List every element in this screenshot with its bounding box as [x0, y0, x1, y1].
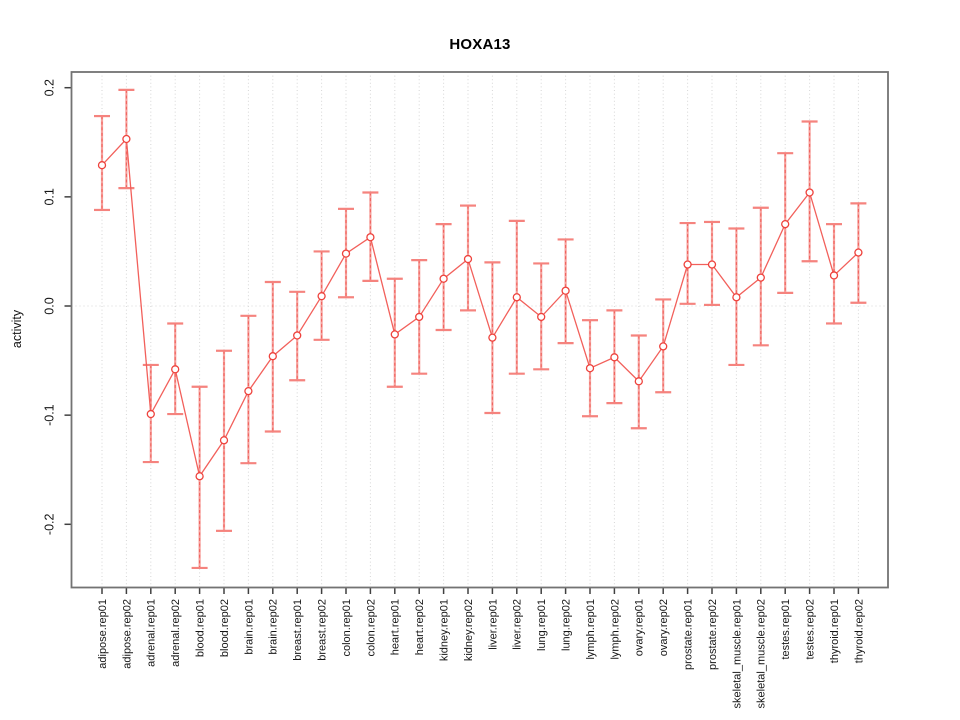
data-point — [659, 342, 668, 351]
data-point — [707, 260, 717, 269]
data-point — [585, 364, 595, 373]
x-tick-label: liver.rep02 — [512, 599, 524, 650]
data-point — [195, 472, 204, 481]
data-point — [366, 233, 375, 242]
data-point — [122, 134, 131, 144]
data-point — [341, 249, 351, 258]
x-tick-label: thyroid.rep02 — [853, 599, 865, 663]
data-point — [390, 330, 399, 339]
data-points — [97, 134, 863, 481]
x-tick-label: adipose.rep02 — [121, 599, 133, 669]
x-tick-label: colon.rep01 — [341, 599, 353, 657]
data-point — [293, 331, 302, 340]
y-tick-label: 0.2 — [42, 79, 56, 96]
x-tick-label: blood.rep01 — [194, 599, 206, 657]
data-point — [171, 365, 180, 374]
x-axis: adipose.rep01 adipose.rep02 adrenal.rep01 a… — [97, 587, 865, 708]
x-tick-label: breast.rep02 — [316, 599, 328, 661]
chart-title: HOXA13 — [449, 36, 511, 53]
data-point — [415, 312, 424, 322]
x-tick-label: blood.rep02 — [219, 599, 231, 657]
x-tick-label: brain.rep01 — [243, 599, 255, 655]
x-tick-label: skeletal_muscle.rep02 — [756, 599, 768, 708]
data-point — [463, 254, 473, 264]
data-point — [317, 292, 326, 301]
x-tick-label: kidney.rep02 — [463, 599, 475, 661]
x-tick-label: adrenal.rep02 — [170, 599, 182, 667]
x-tick-label: lung.rep02 — [560, 599, 572, 651]
x-tick-label: ovary.rep02 — [658, 599, 670, 656]
x-tick-label: adrenal.rep01 — [146, 599, 158, 667]
x-tick-label: breast.rep01 — [292, 599, 304, 661]
data-point — [781, 219, 790, 229]
error-bars — [94, 88, 867, 570]
y-tick-label: 0.1 — [42, 188, 56, 205]
data-point — [756, 273, 765, 282]
data-point — [805, 188, 814, 197]
data-point — [732, 293, 741, 302]
y-tick-label: 0.0 — [42, 297, 56, 314]
data-point — [219, 436, 229, 445]
series-line — [101, 137, 859, 478]
x-tick-label: testes.rep02 — [804, 599, 816, 660]
x-tick-label: skeletal_muscle.rep01 — [731, 599, 743, 708]
x-tick-label: prostate.rep01 — [682, 599, 694, 670]
x-tick-label: lymph.rep01 — [585, 599, 597, 660]
plot-border — [70, 71, 889, 589]
data-point — [97, 161, 107, 170]
x-tick-label: ovary.rep01 — [634, 599, 646, 656]
x-tick-label: heart.rep01 — [390, 599, 402, 655]
data-point — [439, 274, 448, 283]
y-tick-label: -0.2 — [42, 513, 56, 535]
x-tick-label: kidney.rep01 — [438, 599, 450, 661]
data-point — [244, 386, 253, 396]
x-tick-label: colon.rep02 — [365, 599, 377, 657]
x-tick-label: testes.rep01 — [780, 599, 792, 660]
x-tick-label: thyroid.rep01 — [829, 599, 841, 663]
data-point — [634, 377, 643, 386]
x-tick-label: lymph.rep02 — [609, 599, 621, 660]
y-tick-label: -0.1 — [42, 404, 56, 426]
x-tick-label: heart.rep02 — [414, 599, 426, 655]
y-axis: 0.2 0.1 0.0 -0.1 -0.2 — [42, 79, 72, 535]
data-point — [537, 312, 546, 322]
x-tick-label: adipose.rep01 — [97, 599, 109, 669]
data-point — [561, 286, 570, 295]
x-tick-label: lung.rep01 — [536, 599, 548, 651]
data-point — [488, 333, 497, 342]
data-point — [829, 271, 839, 280]
data-point — [146, 409, 155, 419]
gridlines — [101, 72, 859, 588]
data-point — [512, 293, 521, 302]
x-tick-label: liver.rep01 — [487, 599, 499, 650]
data-point — [683, 260, 692, 269]
x-tick-label: brain.rep02 — [268, 599, 280, 655]
data-point — [610, 353, 619, 362]
data-point — [854, 248, 863, 257]
data-point — [268, 352, 277, 361]
x-tick-label: prostate.rep02 — [707, 599, 719, 670]
